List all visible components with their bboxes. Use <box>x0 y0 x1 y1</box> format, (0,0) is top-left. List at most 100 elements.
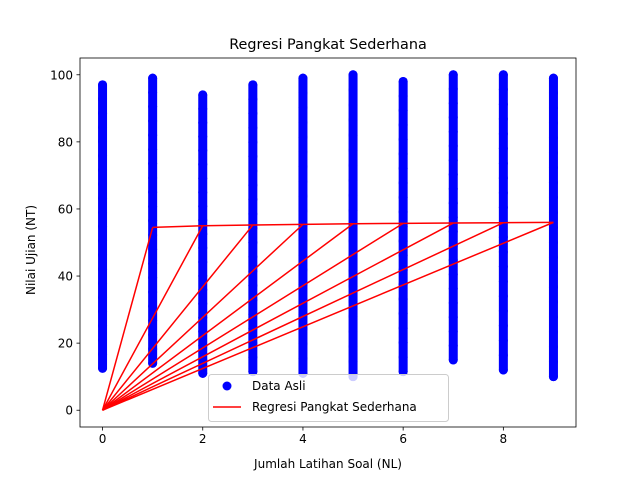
data-point <box>498 158 508 168</box>
data-column-x0 <box>98 80 108 373</box>
data-point <box>148 301 158 311</box>
x-tick-label: 2 <box>199 432 207 446</box>
legend: Data Asli Regresi Pangkat Sederhana <box>208 374 449 422</box>
regression-segment <box>102 222 454 411</box>
data-point <box>248 309 258 319</box>
data-point <box>98 321 108 331</box>
data-point <box>548 148 558 158</box>
y-tick-label: 60 <box>58 202 73 216</box>
data-point <box>248 281 258 291</box>
y-tick-label: 0 <box>65 404 73 418</box>
data-point <box>448 312 458 322</box>
data-point <box>498 173 508 183</box>
data-point <box>248 295 258 305</box>
data-point <box>498 188 508 198</box>
data-point <box>348 296 358 306</box>
data-point <box>148 116 158 126</box>
data-point <box>548 297 558 307</box>
data-point <box>498 247 508 257</box>
data-point <box>348 206 358 216</box>
data-point <box>248 137 258 147</box>
data-point <box>548 73 558 83</box>
data-point <box>248 195 258 205</box>
data-point <box>448 212 458 222</box>
data-point <box>148 159 158 169</box>
data-point <box>148 244 158 254</box>
data-point <box>198 201 208 211</box>
data-point <box>498 203 508 213</box>
y-tick-label: 20 <box>58 337 73 351</box>
data-point <box>548 312 558 322</box>
data-point <box>548 133 558 143</box>
data-point <box>298 191 308 201</box>
data-point <box>398 352 408 362</box>
data-point <box>398 193 408 203</box>
data-point <box>548 103 558 113</box>
data-point <box>448 127 458 137</box>
data-point <box>548 237 558 247</box>
data-point <box>98 207 108 217</box>
data-point <box>98 278 108 288</box>
data-point <box>298 103 308 113</box>
data-point <box>348 85 358 95</box>
data-column-x5 <box>348 70 358 382</box>
data-point <box>398 338 408 348</box>
data-point <box>548 118 558 128</box>
data-column-x1 <box>148 73 158 368</box>
data-point <box>198 257 208 267</box>
data-point <box>348 191 358 201</box>
data-point <box>148 258 158 268</box>
x-tick-label: 8 <box>500 432 508 446</box>
regression-segment <box>101 225 204 411</box>
data-point <box>298 309 308 319</box>
data-point <box>198 104 208 114</box>
data-point <box>398 164 408 174</box>
data-point <box>148 87 158 97</box>
data-point <box>98 292 108 302</box>
data-point <box>498 70 508 80</box>
data-point <box>148 330 158 340</box>
data-point <box>298 132 308 142</box>
legend-marker-data-asli <box>222 381 232 391</box>
data-point <box>98 335 108 345</box>
regression-plateau-segment <box>302 222 354 226</box>
data-point <box>298 206 308 216</box>
data-point <box>98 122 108 132</box>
data-point <box>248 94 258 104</box>
data-point <box>348 130 358 140</box>
data-point <box>498 114 508 124</box>
data-point <box>198 160 208 170</box>
data-point <box>498 276 508 286</box>
data-point <box>398 178 408 188</box>
data-point <box>498 350 508 360</box>
data-point <box>398 120 408 130</box>
data-point <box>248 252 258 262</box>
x-tick-label: 6 <box>399 432 407 446</box>
data-point <box>298 339 308 349</box>
data-point <box>98 363 108 373</box>
data-point <box>148 130 158 140</box>
data-point <box>348 326 358 336</box>
data-point <box>248 123 258 133</box>
data-point <box>98 108 108 118</box>
regression-plateau-segment <box>202 224 253 227</box>
data-point <box>548 178 558 188</box>
data-point <box>548 372 558 382</box>
data-point <box>298 250 308 260</box>
data-point <box>98 94 108 104</box>
data-point <box>98 222 108 232</box>
data-point <box>298 354 308 364</box>
data-point <box>98 137 108 147</box>
data-column-x9 <box>548 73 558 382</box>
regression-segment <box>101 224 254 411</box>
data-point <box>448 326 458 336</box>
data-point <box>98 236 108 246</box>
x-tick-label: 0 <box>99 432 107 446</box>
data-point <box>398 323 408 333</box>
data-point <box>248 152 258 162</box>
data-point <box>148 216 158 226</box>
regression-segment <box>102 222 404 411</box>
data-point <box>98 349 108 359</box>
